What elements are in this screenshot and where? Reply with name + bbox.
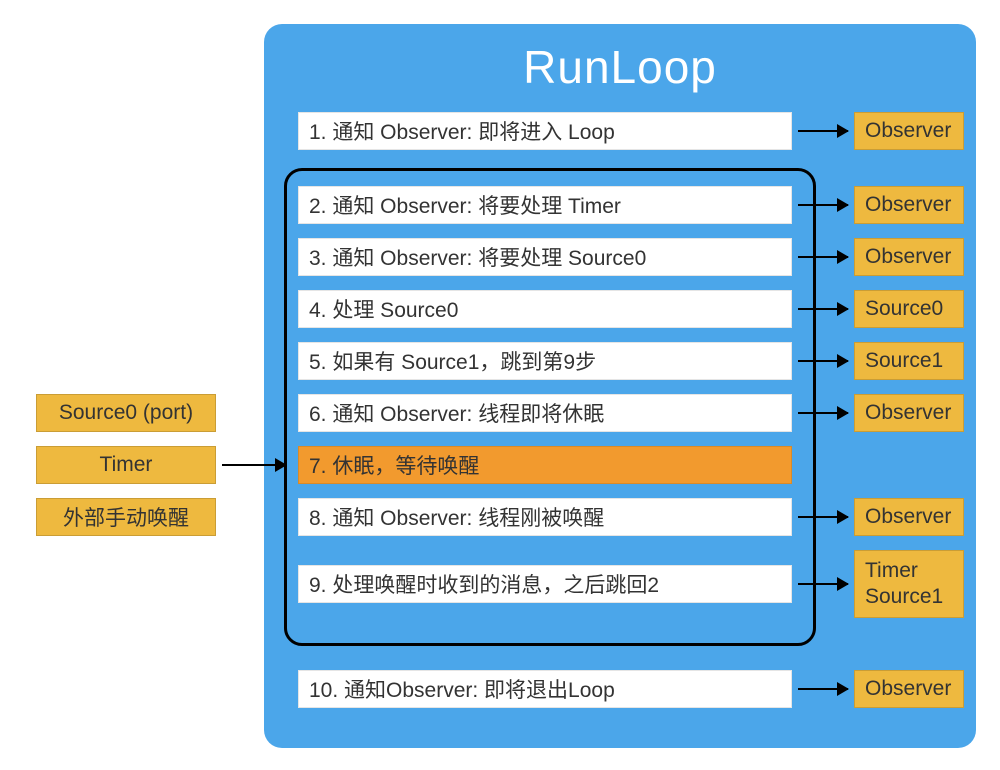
step-row-5: 5. 如果有 Source1，跳到第9步 Source1	[298, 342, 964, 380]
arrow-right-icon	[798, 516, 848, 518]
arrow-right-icon	[798, 308, 848, 310]
step-row-10: 10. 通知Observer: 即将退出Loop Observer	[298, 670, 964, 708]
step-row-9: 9. 处理唤醒时收到的消息，之后跳回2 TimerSource1	[298, 550, 964, 618]
target-box-1: Observer	[854, 112, 964, 150]
arrow-right-icon	[798, 204, 848, 206]
step-row-8: 8. 通知 Observer: 线程刚被唤醒 Observer	[298, 498, 964, 536]
step-box-3: 3. 通知 Observer: 将要处理 Source0	[298, 238, 792, 276]
step-row-4: 4. 处理 Source0 Source0	[298, 290, 964, 328]
target-box-5: Source1	[854, 342, 964, 380]
step-row-1: 1. 通知 Observer: 即将进入 Loop Observer	[298, 112, 964, 150]
input-box-2: 外部手动唤醒	[36, 498, 216, 536]
step-box-5: 5. 如果有 Source1，跳到第9步	[298, 342, 792, 380]
step-row-6: 6. 通知 Observer: 线程即将休眠 Observer	[298, 394, 964, 432]
diagram-title: RunLoop	[284, 40, 956, 94]
target-box-3: Observer	[854, 238, 964, 276]
arrow-right-icon	[798, 360, 848, 362]
step-box-10: 10. 通知Observer: 即将退出Loop	[298, 670, 792, 708]
arrow-right-icon	[798, 256, 848, 258]
arrow-right-icon	[798, 688, 848, 690]
target-box-10: Observer	[854, 670, 964, 708]
step-box-7: 7. 休眠，等待唤醒	[298, 446, 792, 484]
target-box-2: Observer	[854, 186, 964, 224]
step-row-3: 3. 通知 Observer: 将要处理 Source0 Observer	[298, 238, 964, 276]
arrow-right-icon	[798, 583, 848, 585]
arrow-right-icon	[798, 412, 848, 414]
input-box-1: Timer	[36, 446, 216, 484]
step-box-1: 1. 通知 Observer: 即将进入 Loop	[298, 112, 792, 150]
target-box-8: Observer	[854, 498, 964, 536]
step-box-6: 6. 通知 Observer: 线程即将休眠	[298, 394, 792, 432]
target-box-6: Observer	[854, 394, 964, 432]
step-box-2: 2. 通知 Observer: 将要处理 Timer	[298, 186, 792, 224]
input-box-0: Source0 (port)	[36, 394, 216, 432]
target-label: Source1	[865, 585, 943, 609]
arrow-right-icon	[222, 464, 286, 466]
step-box-8: 8. 通知 Observer: 线程刚被唤醒	[298, 498, 792, 536]
step-row-2: 2. 通知 Observer: 将要处理 Timer Observer	[298, 186, 964, 224]
arrow-right-icon	[798, 130, 848, 132]
step-row-7: 7. 休眠，等待唤醒	[298, 446, 792, 484]
target-label: Timer	[865, 559, 918, 583]
step-box-4: 4. 处理 Source0	[298, 290, 792, 328]
step-box-9: 9. 处理唤醒时收到的消息，之后跳回2	[298, 565, 792, 603]
target-box-4: Source0	[854, 290, 964, 328]
target-box-9: TimerSource1	[854, 550, 964, 618]
